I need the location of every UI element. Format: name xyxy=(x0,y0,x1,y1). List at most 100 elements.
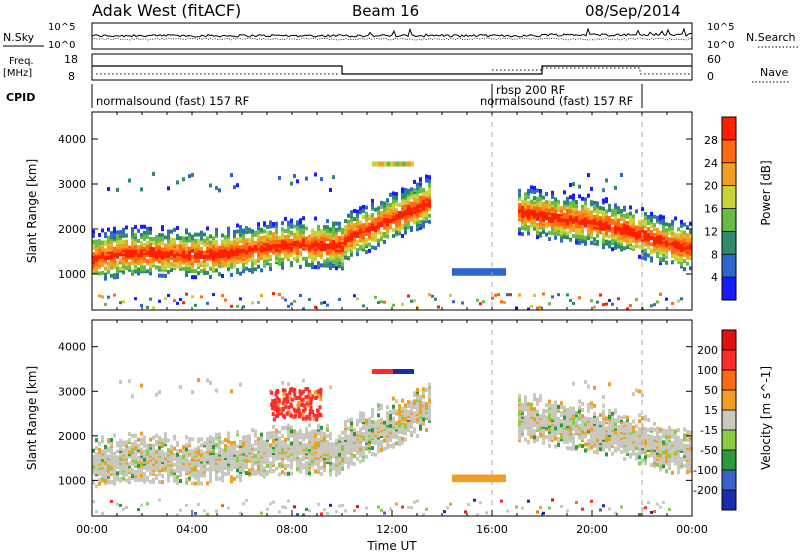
heatmap-cell xyxy=(119,252,122,257)
heatmap-cell xyxy=(110,241,113,246)
heatmap-cell xyxy=(110,249,113,254)
heatmap-cell xyxy=(389,436,392,441)
heatmap-cell xyxy=(383,217,386,222)
heatmap-cell xyxy=(365,244,368,249)
heatmap-cell xyxy=(623,428,626,433)
heatmap-cell xyxy=(389,211,392,215)
heatmap-cell xyxy=(419,223,422,228)
heatmap-cell xyxy=(656,244,659,249)
heatmap-cell xyxy=(167,249,170,254)
heatmap-cell xyxy=(242,230,245,235)
heatmap-cell xyxy=(344,225,347,230)
heatmap-cell xyxy=(611,431,614,436)
heatmap-cell xyxy=(308,449,311,454)
heatmap-cell xyxy=(431,294,434,298)
heatmap-cell xyxy=(533,212,536,217)
heatmap-cell xyxy=(308,465,311,470)
heatmap-cell xyxy=(482,268,485,273)
heatmap-cell xyxy=(233,258,236,263)
heatmap-cell xyxy=(401,213,404,218)
heatmap-cell xyxy=(146,465,149,470)
heatmap-cell xyxy=(374,438,377,443)
heatmap-cell xyxy=(416,411,419,416)
heatmap-cell xyxy=(179,244,182,249)
heatmap-cell xyxy=(287,447,290,452)
heatmap-cell xyxy=(212,465,215,470)
heatmap-cell xyxy=(263,247,266,252)
heatmap-cell xyxy=(677,247,680,252)
heatmap-cell xyxy=(390,161,393,167)
heatmap-cell xyxy=(413,214,416,219)
heatmap-cell xyxy=(296,455,299,460)
heatmap-cell xyxy=(194,258,197,263)
heatmap-cell xyxy=(227,445,230,450)
heatmap-cell xyxy=(158,253,161,258)
heatmap-cell xyxy=(350,423,353,428)
heatmap-cell xyxy=(389,413,392,418)
heatmap-cell xyxy=(125,233,128,238)
heatmap-cell xyxy=(272,449,275,454)
heatmap-cell xyxy=(647,235,650,240)
heatmap-cell xyxy=(638,238,641,243)
heatmap-cell xyxy=(359,427,362,432)
heatmap-cell xyxy=(533,419,536,424)
heatmap-cell xyxy=(359,449,362,454)
heatmap-cell xyxy=(368,447,371,452)
heatmap-cell xyxy=(611,411,614,416)
heatmap-cell xyxy=(296,240,299,245)
heatmap-cell xyxy=(119,444,122,449)
heatmap-cell xyxy=(323,237,326,242)
heatmap-cell xyxy=(416,409,419,414)
heatmap-cell xyxy=(608,234,611,239)
heatmap-cell xyxy=(416,407,419,412)
heatmap-cell xyxy=(179,258,182,263)
heatmap-cell xyxy=(287,242,290,247)
heatmap-cell xyxy=(419,408,422,413)
heatmap-cell xyxy=(191,258,194,263)
heatmap-cell xyxy=(314,437,317,442)
heatmap-cell xyxy=(377,433,380,438)
heatmap-cell xyxy=(677,257,680,262)
heatmap-cell xyxy=(356,252,359,257)
heatmap-cell xyxy=(134,257,137,262)
heatmap-cell xyxy=(92,470,95,475)
heatmap-cell xyxy=(179,479,182,484)
heatmap-cell xyxy=(683,230,686,235)
heatmap-cell xyxy=(539,225,542,230)
heatmap-cell xyxy=(578,218,581,223)
heatmap-cell xyxy=(536,226,539,231)
heatmap-cell xyxy=(389,217,392,222)
heatmap-cell xyxy=(542,205,545,210)
heatmap-cell xyxy=(584,221,587,226)
heatmap-cell xyxy=(116,246,119,251)
nsearch-tick-top: 10^5 xyxy=(707,22,734,33)
heatmap-cell xyxy=(407,200,410,205)
heatmap-cell xyxy=(278,464,281,469)
heatmap-cell xyxy=(398,424,401,429)
colorbar-swatch xyxy=(722,277,736,301)
heatmap-cell xyxy=(95,452,98,457)
heatmap-cell xyxy=(239,459,242,464)
heatmap-cell xyxy=(425,407,428,412)
heatmap-cell xyxy=(476,513,479,517)
heatmap-cell xyxy=(578,226,581,231)
heatmap-cell xyxy=(209,250,212,255)
heatmap-cell xyxy=(650,232,653,237)
heatmap-cell xyxy=(506,293,509,297)
heatmap-cell xyxy=(236,259,239,264)
heatmap-cell xyxy=(422,419,425,424)
heatmap-cell xyxy=(347,225,350,230)
heatmap-cell xyxy=(152,259,155,264)
heatmap-cell xyxy=(344,440,347,445)
heatmap-cell xyxy=(533,429,536,434)
heatmap-cell xyxy=(212,254,215,259)
heatmap-cell xyxy=(188,266,191,271)
heatmap-cell xyxy=(305,465,308,470)
heatmap-cell xyxy=(269,453,272,458)
heatmap-cell xyxy=(380,430,383,435)
heatmap-cell xyxy=(467,503,470,507)
heatmap-cell xyxy=(287,449,290,454)
heatmap-cell xyxy=(107,438,110,443)
heatmap-cell xyxy=(629,239,632,244)
heatmap-cell xyxy=(152,449,155,454)
